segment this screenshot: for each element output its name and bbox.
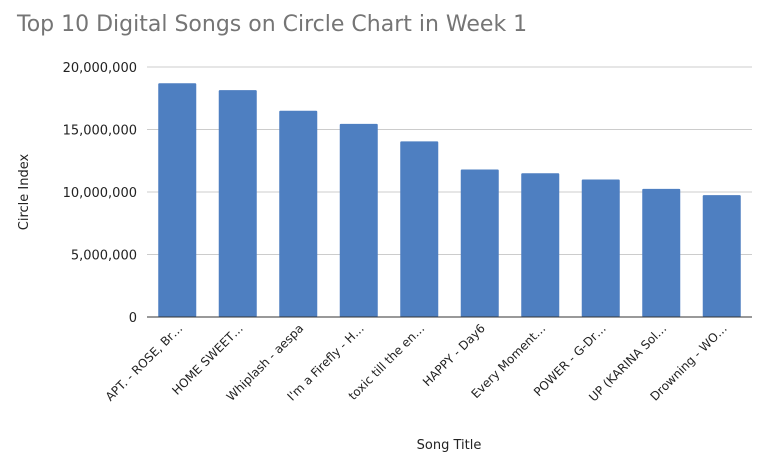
x-axis-ticks: APT. - ROSE, Br…HOME SWEET…Whiplash - ae… <box>103 321 730 404</box>
bar <box>218 90 257 317</box>
y-tick-label: 5,000,000 <box>71 249 137 264</box>
x-axis-title: Song Title <box>417 438 482 453</box>
bar <box>642 188 681 317</box>
bar <box>279 110 318 317</box>
y-axis-title: Circle Index <box>17 153 32 230</box>
y-tick-label: 0 <box>129 311 137 326</box>
bar <box>158 83 197 317</box>
y-tick-label: 20,000,000 <box>63 61 137 76</box>
chart-title: Top 10 Digital Songs on Circle Chart in … <box>17 12 528 37</box>
y-tick-label: 15,000,000 <box>63 124 137 139</box>
bar <box>702 195 741 317</box>
bars <box>158 83 741 317</box>
bar <box>339 123 378 317</box>
bar <box>581 179 620 317</box>
x-tick-label: HAPPY - Day6 <box>420 321 488 389</box>
bar <box>400 141 439 317</box>
bar <box>521 173 560 317</box>
y-tick-label: 10,000,000 <box>63 186 137 201</box>
y-axis-ticks: 0 5,000,000 10,000,000 15,000,000 20,000,000 <box>63 61 137 326</box>
bar <box>460 169 499 317</box>
